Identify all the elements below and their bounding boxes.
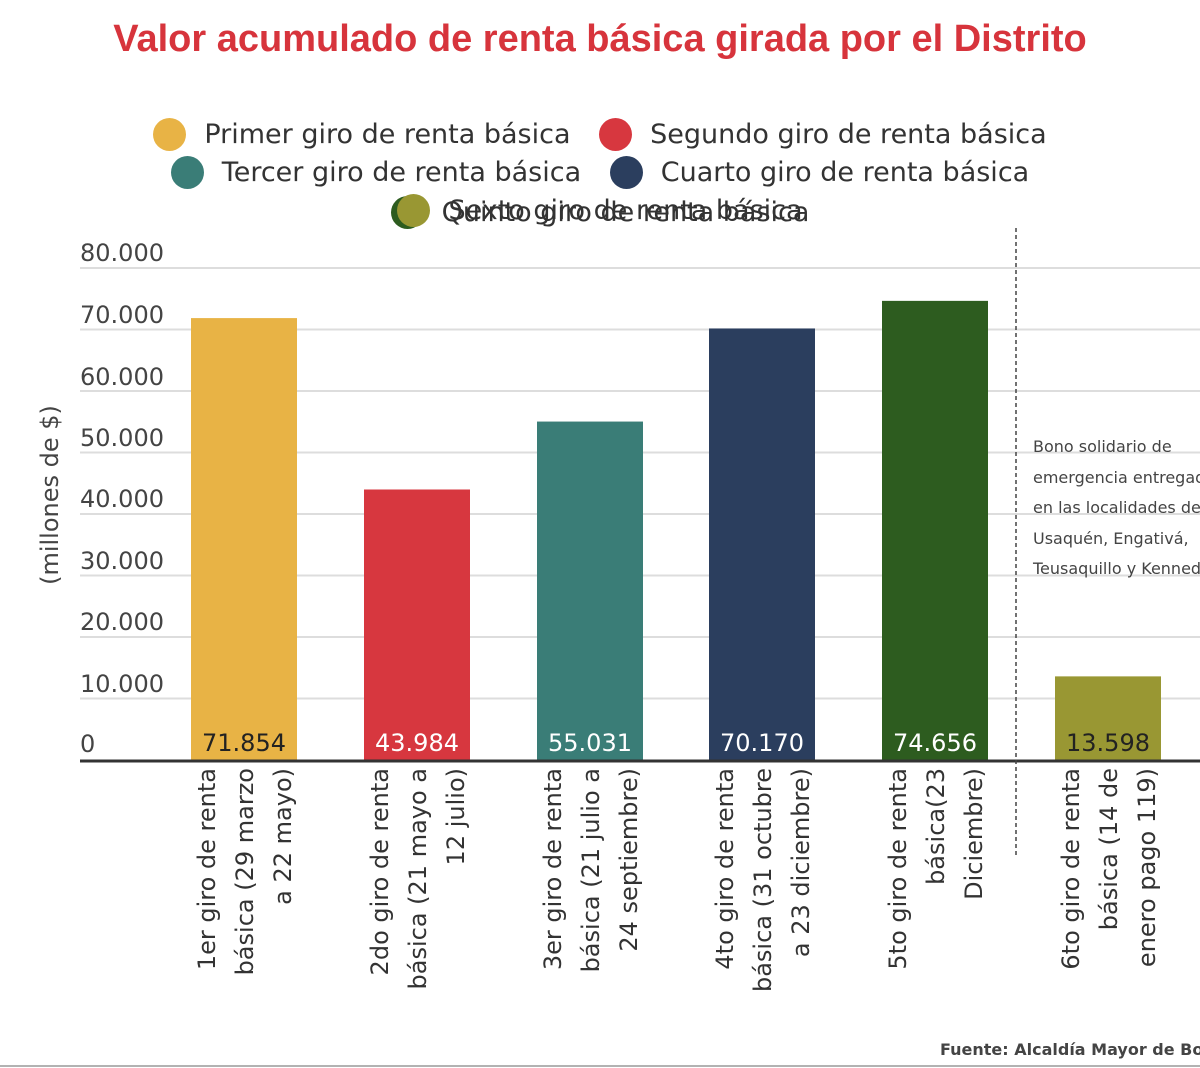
y-tick-label: 70.000 [80,301,164,329]
legend-item-tercer: Tercer giro de renta básica [170,156,582,189]
legend-row-2: Tercer giro de renta básica Cuarto giro … [0,156,1200,236]
x-category-label: básica(23 [922,768,950,885]
legend-item-segundo: Segundo giro de renta básica [599,118,1047,151]
x-category-label: a 23 diciembre) [787,768,815,957]
legend-item-cuarto: Cuarto giro de renta básica [609,156,1030,189]
y-tick-label: 40.000 [80,485,164,513]
annotation-line: Teusaquillo y Kennedy [1033,559,1200,578]
x-category-label: a 22 mayo) [269,768,297,905]
annotation-line: emergencia entregado [1033,467,1200,487]
bar [709,328,815,760]
legend-label-sexto: Sexto giro de renta básica [448,195,803,226]
x-category-label: básica (31 octubre [749,768,777,992]
x-category-label: 6to giro de renta [1057,768,1085,970]
source-note: Fuente: Alcaldía Mayor de Bogotá [940,1040,1200,1059]
legend-label-tercer: Tercer giro de renta básica [221,157,582,188]
annotation-line: Bono solidario de [1033,437,1172,456]
annotation-bono-solidario: Bono solidario de emergencia entregado e… [1033,432,1200,585]
bar-value-label: 70.170 [720,729,804,757]
bar [191,318,297,760]
x-category-label: 5to giro de renta [884,768,912,970]
y-axis-label: (millones de $) [36,405,64,585]
x-category-label: 3er giro de renta [539,768,567,970]
bar-value-label: 13.598 [1066,729,1150,757]
bar-value-label: 55.031 [548,729,632,757]
legend-swatch-sexto [397,194,431,227]
x-category-label: básica (29 marzo [231,768,259,975]
legend-swatch-segundo [599,118,633,151]
bar-value-label: 74.656 [893,729,977,757]
annotation-line: Usaquén, Engativá, [1033,528,1189,548]
y-tick-label: 30.000 [80,547,164,575]
legend-label-cuarto: Cuarto giro de renta básica [660,157,1030,188]
y-tick-label: 80.000 [80,239,164,267]
x-category-label: básica (21 julio a [577,768,605,972]
legend-swatch-primer [153,118,187,151]
legend-item-primer: Primer giro de renta básica [153,118,571,151]
x-category-label: 4to giro de renta [711,768,739,970]
x-category-label: 1er giro de renta [193,768,221,970]
legend-row-1: Primer giro de renta básica Segundo giro… [0,118,1200,158]
legend-row-3: Sexto giro de renta básica [0,194,1200,234]
x-category-label: enero pago 119) [1133,768,1161,967]
x-category-label: básica (14 de [1095,768,1123,930]
y-tick-label: 50.000 [80,424,164,452]
bar-value-label: 71.854 [202,729,286,757]
y-tick-label: 20.000 [80,608,164,636]
legend-label-quinto: Quinto giro de renta básica [441,197,810,228]
bar [537,421,643,760]
x-category-label: 12 julio) [442,768,470,865]
legend-swatch-tercer [170,156,204,189]
legend-swatch-cuarto [609,156,643,189]
x-category-label: básica (21 mayo a [404,768,432,989]
chart-title: Valor acumulado de renta básica girada p… [113,18,1087,60]
x-category-label: 24 septiembre) [615,768,643,952]
legend-label-segundo: Segundo giro de renta básica [650,119,1047,150]
y-tick-label: 10.000 [80,670,164,698]
annotation-line: en las localidades de [1033,498,1200,517]
y-tick-label: 0 [80,730,95,758]
bar [882,300,988,760]
legend-item-sexto: Sexto giro de renta básica [397,194,803,227]
y-tick-label: 60.000 [80,363,164,391]
legend-label-primer: Primer giro de renta básica [204,119,571,150]
x-category-label: Diciembre) [960,768,988,900]
bar [1055,676,1161,760]
x-category-label: 2do giro de renta [366,768,394,975]
bar-value-label: 43.984 [375,729,459,757]
bar [364,489,470,760]
